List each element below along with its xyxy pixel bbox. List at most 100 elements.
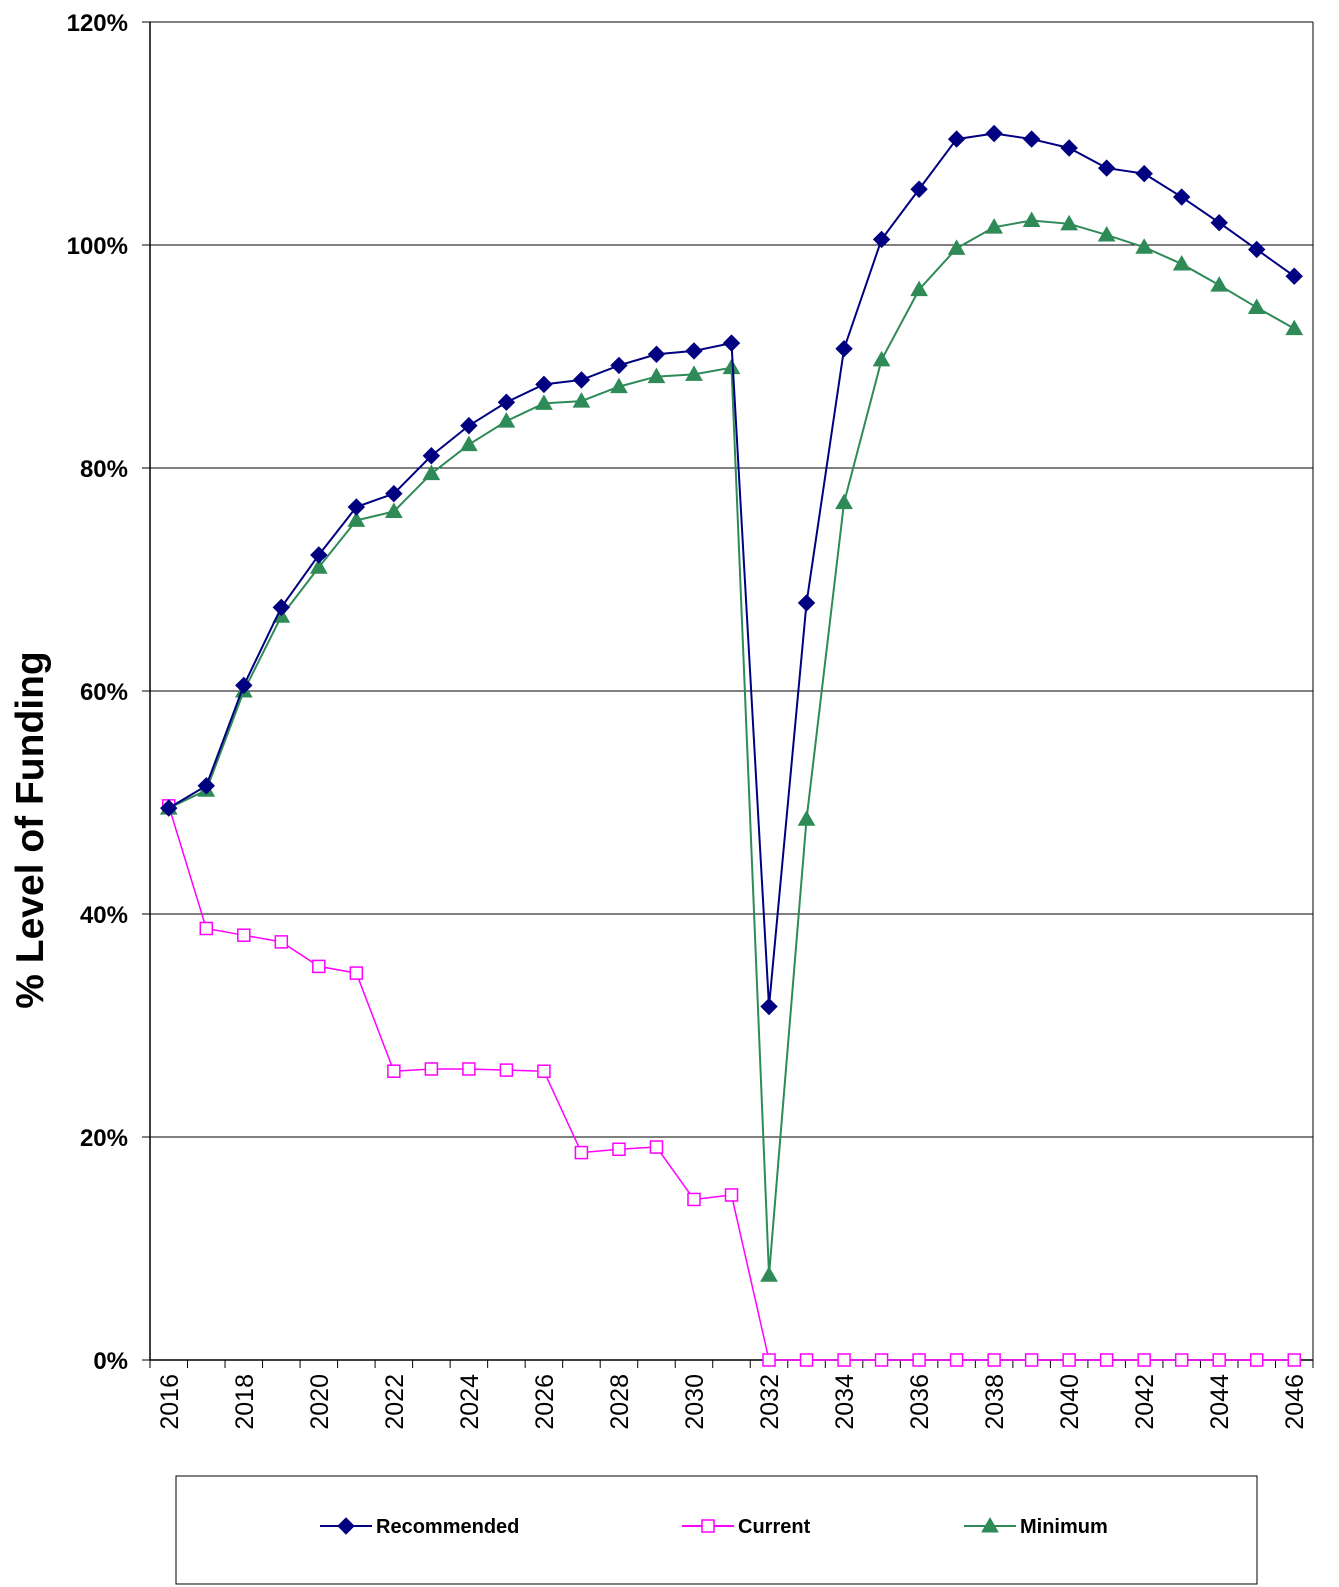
data-point-minimum <box>1135 238 1154 254</box>
series-layer <box>159 124 1304 1367</box>
data-point-current <box>837 1353 851 1367</box>
data-point-recommended <box>610 356 628 375</box>
data-point-minimum <box>535 394 553 410</box>
data-point-recommended <box>1097 159 1116 177</box>
data-point-recommended <box>910 180 928 198</box>
x-tick-label: 2022 <box>381 1374 409 1430</box>
series-minimum <box>159 211 1304 1282</box>
legend-marker-minimum <box>981 1516 999 1533</box>
y-tick-label: 80% <box>80 456 128 483</box>
data-point-recommended <box>460 416 478 435</box>
data-point-recommended <box>1248 240 1266 259</box>
data-point-minimum <box>835 493 853 510</box>
x-tick-label: 2042 <box>1131 1374 1159 1430</box>
x-tick-label: 2032 <box>756 1374 784 1430</box>
data-point-minimum <box>760 1266 778 1282</box>
legend-item-recommended: Recommended <box>320 1516 519 1538</box>
data-point-minimum <box>685 365 703 381</box>
data-point-minimum <box>1060 214 1079 231</box>
x-tick-label: 2044 <box>1206 1374 1234 1430</box>
data-point-minimum <box>384 502 403 518</box>
legend-box <box>175 1475 1258 1585</box>
data-point-minimum <box>422 464 441 481</box>
y-tick-label: 120% <box>67 10 128 37</box>
data-point-recommended <box>497 393 516 411</box>
data-point-current <box>724 1188 739 1202</box>
data-point-recommended <box>1022 130 1041 148</box>
data-point-recommended <box>310 546 328 564</box>
x-tick-label: 2020 <box>306 1374 334 1430</box>
data-point-recommended <box>647 345 666 363</box>
series-recommended <box>160 124 1303 1016</box>
data-point-current <box>987 1353 1001 1367</box>
data-point-current <box>499 1063 514 1077</box>
legend-label-current: Current <box>738 1516 811 1538</box>
data-point-current <box>1137 1353 1151 1367</box>
data-point-minimum <box>910 280 928 297</box>
data-point-recommended <box>535 375 553 394</box>
data-point-minimum <box>497 412 516 428</box>
data-point-recommended <box>572 371 591 389</box>
data-point-current <box>1174 1353 1189 1367</box>
data-point-recommended <box>872 230 891 249</box>
data-point-minimum <box>347 511 366 527</box>
x-tick-label: 2036 <box>906 1374 934 1430</box>
legend-label-minimum: Minimum <box>1020 1516 1108 1538</box>
data-point-recommended <box>1172 188 1191 206</box>
data-point-current <box>949 1353 964 1367</box>
y-tick-label: 40% <box>80 902 128 929</box>
x-tick-label: 2028 <box>606 1374 634 1430</box>
data-point-recommended <box>160 799 178 817</box>
y-tick-labels: 0% 20% 40% 60% 80% 100% 120% <box>67 10 128 1375</box>
data-point-current <box>349 966 364 980</box>
data-point-recommended <box>197 777 215 795</box>
data-point-recommended <box>1060 139 1078 157</box>
x-tick-label: 2018 <box>231 1374 259 1430</box>
data-point-recommended <box>347 498 366 516</box>
series-line-current <box>168 805 1295 1361</box>
data-point-current <box>274 935 289 949</box>
series-line-recommended <box>168 132 1295 1007</box>
data-point-current <box>574 1145 589 1160</box>
data-point-minimum <box>460 435 478 452</box>
data-point-recommended <box>1210 213 1228 232</box>
data-point-current <box>762 1353 776 1367</box>
data-point-minimum <box>1022 211 1041 227</box>
x-tick-label: 2016 <box>156 1374 184 1430</box>
data-point-minimum <box>1210 276 1229 292</box>
data-point-current <box>1024 1353 1039 1367</box>
data-point-current <box>799 1353 814 1367</box>
data-point-recommended <box>272 598 291 617</box>
data-point-minimum <box>1097 225 1116 242</box>
data-point-minimum <box>309 558 328 574</box>
x-tick-label: 2034 <box>831 1374 859 1430</box>
legend-marker-current <box>701 1519 715 1533</box>
data-point-current <box>1099 1353 1114 1367</box>
legend-item-minimum: Minimum <box>964 1516 1108 1538</box>
data-point-current <box>687 1192 701 1207</box>
y-tick-label: 100% <box>67 233 128 260</box>
x-tick-label: 2024 <box>456 1374 484 1430</box>
x-tick-label: 2030 <box>681 1374 709 1430</box>
data-point-recommended <box>760 997 778 1016</box>
series-current <box>162 799 1301 1367</box>
x-tick-label: 2026 <box>531 1374 559 1430</box>
data-point-recommended <box>985 124 1003 143</box>
legend-item-current: Current <box>682 1516 811 1538</box>
data-point-current <box>1287 1353 1301 1367</box>
y-tick-label: 60% <box>80 679 128 706</box>
data-point-recommended <box>685 342 703 360</box>
data-point-current <box>424 1062 439 1076</box>
data-point-minimum <box>722 358 741 375</box>
data-point-minimum <box>610 377 628 394</box>
data-point-minimum <box>1172 254 1191 271</box>
data-point-recommended <box>797 594 816 612</box>
series-line-minimum <box>168 219 1295 1276</box>
data-point-minimum <box>947 239 966 255</box>
x-tick-labels: 2016 2018 2020 2022 2024 2026 2028 2030 2032 2034… <box>156 1374 1309 1430</box>
data-point-current <box>1062 1353 1076 1367</box>
data-point-minimum <box>1285 319 1304 336</box>
x-tick-label: 2038 <box>981 1374 1009 1430</box>
data-point-current <box>649 1140 664 1154</box>
data-point-current <box>612 1142 626 1157</box>
